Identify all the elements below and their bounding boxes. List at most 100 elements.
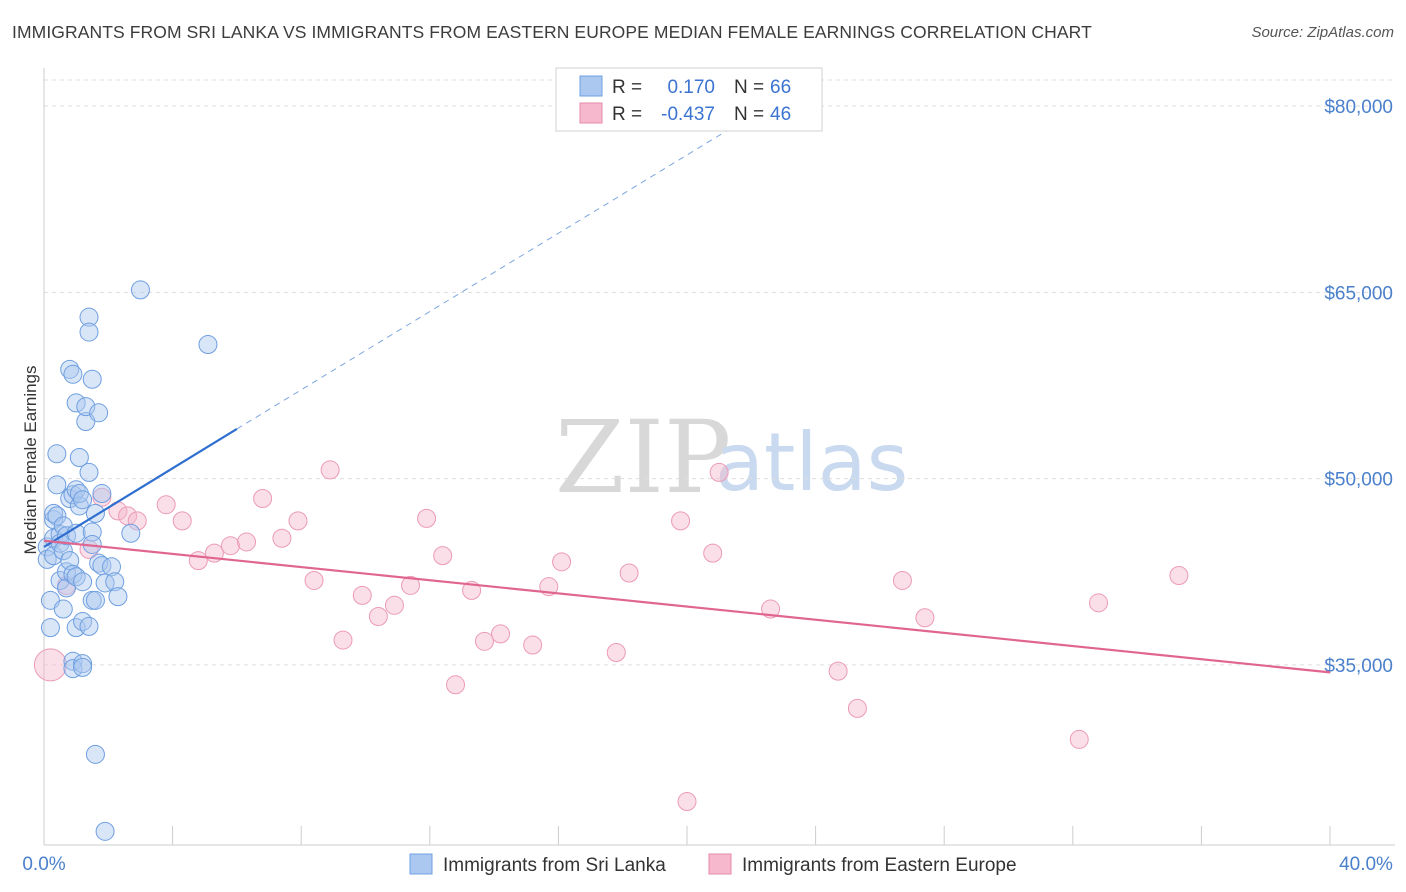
point-eastern-europe [320,460,340,480]
point-eastern-europe [401,575,421,595]
y-tick-label: $80,000 [1324,97,1393,118]
point-eastern-europe [523,635,543,655]
bottom-legend: Immigrants from Sri Lanka Immigrants fro… [409,853,1017,876]
legend-n-value-1: 66 [770,77,791,98]
legend-n-label-2: N = [734,104,764,125]
point-sri-lanka [82,369,102,389]
point-sri-lanka [79,322,99,342]
point-sri-lanka [63,659,83,679]
legend-r-label-1: R = [612,77,642,98]
point-eastern-europe [671,511,691,531]
point-sri-lanka [73,611,93,631]
point-eastern-europe [253,489,273,508]
point-eastern-europe [915,608,935,628]
point-sri-lanka [121,523,141,543]
y-axis-label: Median Female Earnings [21,366,40,555]
point-sri-lanka [85,590,105,610]
bottom-legend-swatch-sri-lanka [409,853,433,875]
axes [43,68,1395,846]
x-tick-label-max: 40.0% [1339,854,1393,875]
gridlines [44,79,1395,666]
y-tick-label: $50,000 [1324,470,1393,491]
point-eastern-europe [619,563,639,583]
point-sri-lanka [79,462,99,482]
trend-line-sri-lanka [43,428,238,548]
point-sri-lanka [95,573,115,593]
point-eastern-europe [606,643,626,662]
trend-lines [43,105,1331,674]
point-sri-lanka [79,616,99,636]
point-sri-lanka [47,506,67,526]
point-eastern-europe [417,508,437,528]
point-sri-lanka [85,744,105,764]
point-eastern-europe [288,511,308,531]
legend-box: R = 0.170 N = 66 R = -0.437 N = 46 [555,67,823,132]
point-sri-lanka [73,657,93,677]
point-sri-lanka [108,587,128,607]
point-sri-lanka [63,364,83,384]
point-eastern-europe [446,675,466,695]
source-label: Source: ZipAtlas.com [1251,24,1394,41]
point-sri-lanka [95,821,115,841]
point-eastern-europe [847,698,867,718]
watermark-zip: ZIP [555,399,731,516]
point-eastern-europe [172,511,192,531]
trend-line-eastern-europe [43,539,1331,674]
series-sri-lanka-points [37,280,218,841]
point-sri-lanka [66,567,86,587]
point-sri-lanka [63,485,83,505]
point-sri-lanka [89,403,109,423]
point-sri-lanka [69,484,89,504]
point-eastern-europe [892,570,912,590]
point-eastern-europe [552,552,572,572]
point-eastern-europe [384,595,404,615]
point-sri-lanka [37,549,57,569]
chart-title: IMMIGRANTS FROM SRI LANKA VS IMMIGRANTS … [12,22,1092,42]
point-eastern-europe [304,570,324,590]
point-eastern-europe [220,536,240,556]
point-sri-lanka [79,307,99,327]
point-eastern-europe [1169,566,1189,585]
legend-n-label-1: N = [734,77,764,98]
point-sri-lanka [73,490,93,510]
point-sri-lanka [130,280,150,300]
point-eastern-europe [1069,729,1089,749]
point-sri-lanka [69,448,89,468]
point-sri-lanka [198,335,218,354]
trend-line-sri-lanka-extension [236,105,768,430]
point-sri-lanka [73,572,93,592]
point-eastern-europe [188,551,208,571]
point-eastern-europe [33,648,67,682]
legend-r-label-2: R = [612,104,642,125]
point-eastern-europe [491,624,511,644]
point-sri-lanka [66,480,86,500]
point-sri-lanka [66,393,86,413]
point-eastern-europe [156,495,176,515]
bottom-legend-label-sri-lanka: Immigrants from Sri Lanka [443,855,666,876]
bottom-legend-swatch-eastern-europe [708,853,732,875]
x-tick-label-min: 0.0% [22,854,65,875]
bottom-legend-label-eastern-europe: Immigrants from Eastern Europe [742,855,1017,876]
legend-r-value-1: 0.170 [667,77,715,98]
legend-swatch-sri-lanka [579,75,603,97]
point-sri-lanka [47,475,67,495]
watermark: ZIP atlas [555,399,908,516]
point-eastern-europe [352,585,372,605]
point-sri-lanka [105,572,125,592]
point-eastern-europe [368,606,388,626]
legend-swatch-eastern-europe [579,102,603,124]
y-tick-label: $65,000 [1324,283,1393,304]
point-sri-lanka [92,484,112,504]
y-tick-label: $35,000 [1324,656,1393,677]
point-eastern-europe [333,630,353,650]
point-sri-lanka [63,564,83,584]
point-eastern-europe [1089,593,1109,613]
point-eastern-europe [433,546,453,566]
point-sri-lanka [53,599,73,619]
point-eastern-europe [709,462,729,482]
tick-labels: $35,000 $50,000 $65,000 $80,000 0.0% 40.0% [22,97,1393,875]
point-eastern-europe [703,543,723,563]
legend-n-value-2: 46 [770,104,791,125]
point-eastern-europe [237,532,257,552]
